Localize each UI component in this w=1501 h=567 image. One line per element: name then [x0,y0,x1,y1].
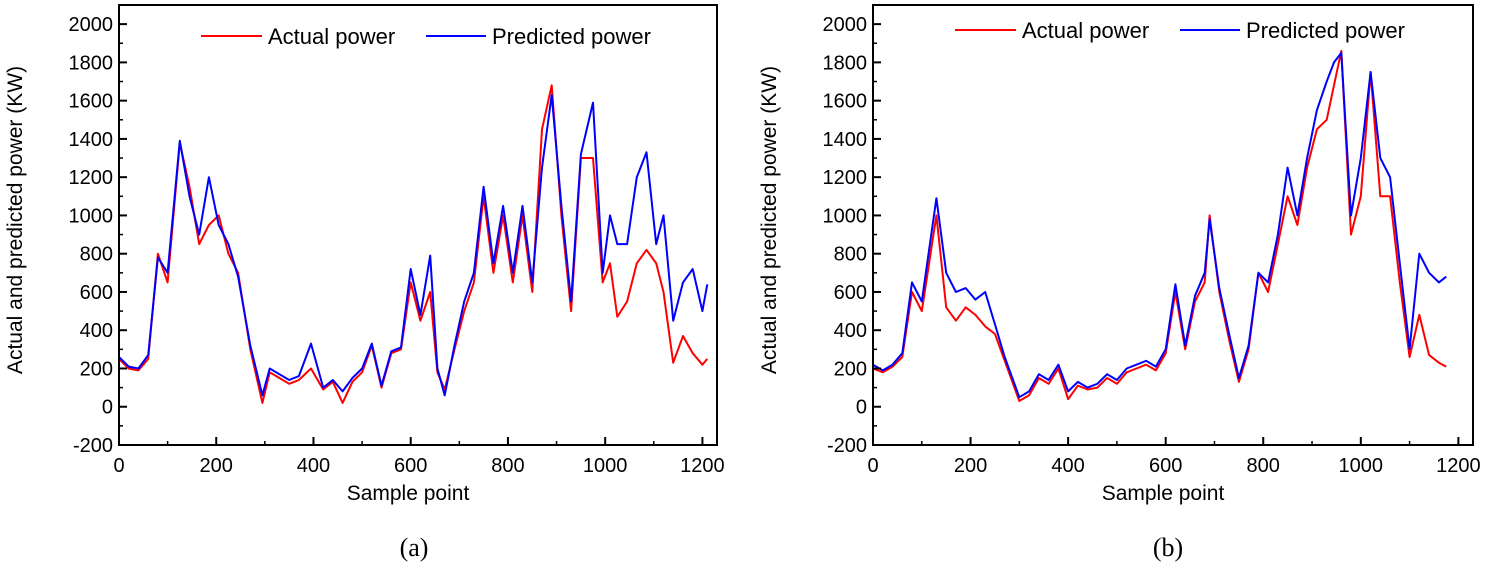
series-line-actual [872,49,1447,402]
caption-a: (a) [400,533,429,562]
series-line-predicted [872,51,1447,399]
x-tick-label: 400 [297,455,330,477]
x-tick-label: 0 [113,455,124,477]
y-tick-label: 1000 [69,205,114,227]
plot-frame [118,4,718,446]
y-axis-label: Actual and predicted power (KW) [4,66,27,374]
y-tick-label: 1400 [69,129,114,151]
x-tick-label: 1000 [1339,455,1384,477]
y-tick-label: 1800 [69,52,114,74]
legend-label-actual: Actual power [268,24,395,49]
y-tick-label: 1800 [823,52,868,74]
y-tick-label: 600 [834,282,867,304]
y-tick-label: -200 [73,435,113,457]
legend-label-actual: Actual power [1022,18,1149,43]
series-line-predicted [118,93,709,397]
y-tick-label: 2000 [823,14,868,36]
y-tick-label: 800 [80,244,113,266]
legend-label-predicted: Predicted power [492,24,651,49]
x-tick-label: 600 [394,455,427,477]
chart-panel-a: -200020040060080010001200140016001800200… [4,4,725,505]
chart-panel-b: -200020040060080010001200140016001800200… [758,4,1481,505]
y-tick-label: 0 [856,397,867,419]
y-tick-label: 1200 [823,167,868,189]
x-tick-label: 1200 [1436,455,1481,477]
y-tick-label: 600 [80,282,113,304]
y-tick-label: 200 [834,358,867,380]
y-tick-label: 0 [102,397,113,419]
x-tick-label: 0 [867,455,878,477]
series-line-actual [118,84,709,404]
caption-b: (b) [1153,533,1183,562]
y-tick-label: 1000 [823,205,868,227]
x-tick-label: 200 [200,455,233,477]
y-tick-label: -200 [827,435,867,457]
y-tick-label: 400 [834,320,867,342]
x-tick-label: 800 [491,455,524,477]
y-tick-label: 200 [80,358,113,380]
x-tick-label: 200 [954,455,987,477]
x-tick-label: 600 [1149,455,1182,477]
x-tick-label: 800 [1247,455,1280,477]
y-tick-label: 1400 [823,129,868,151]
y-tick-label: 1600 [69,91,114,113]
x-tick-label: 1200 [680,455,725,477]
y-tick-label: 1600 [823,91,868,113]
y-axis-label: Actual and predicted power (KW) [758,66,781,374]
y-tick-label: 400 [80,320,113,342]
x-axis-label: Sample point [347,482,470,505]
y-tick-label: 2000 [69,14,114,36]
plot-frame [872,4,1474,446]
x-axis-label: Sample point [1102,482,1225,505]
y-tick-label: 800 [834,244,867,266]
x-tick-label: 400 [1051,455,1084,477]
x-tick-label: 1000 [583,455,628,477]
y-tick-label: 1200 [69,167,114,189]
legend-label-predicted: Predicted power [1246,18,1405,43]
